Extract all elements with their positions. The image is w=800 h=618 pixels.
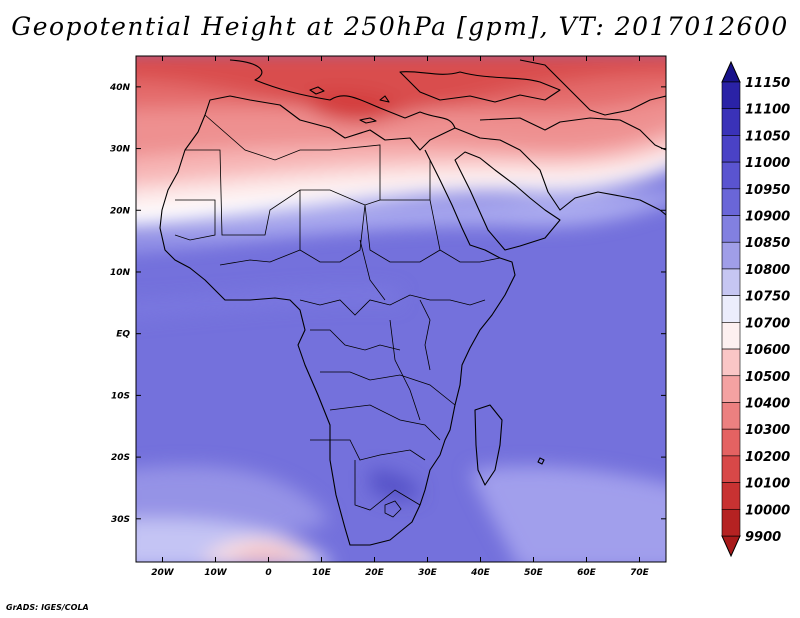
colorbar-label: 10100 (745, 477, 790, 492)
colorbar-swatch (721, 482, 741, 510)
colorbar-label: 10750 (745, 290, 790, 305)
colorbar-bottom-arrow (721, 535, 741, 558)
colorbar-swatch (721, 402, 741, 430)
colorbar-swatch (721, 322, 741, 350)
colorbar-swatch (721, 455, 741, 483)
colorbar-label: 10400 (745, 396, 790, 411)
colorbar-label: 10900 (745, 210, 790, 225)
plot-frame (135, 55, 667, 563)
colorbar-label: 10500 (745, 370, 790, 385)
colorbar-label: 11050 (745, 129, 790, 144)
colorbar-swatch (721, 268, 741, 296)
colorbar-swatch (721, 215, 741, 243)
colorbar-label: 11100 (745, 103, 790, 118)
colorbar-swatch (721, 241, 741, 270)
colorbar-swatch (721, 375, 741, 403)
lat-tick-label: 40N (109, 83, 131, 93)
colorbar-swatch (721, 81, 741, 110)
lon-tick-label: 50E (524, 568, 544, 578)
country-borders (174, 114, 501, 518)
axis-ticks (136, 56, 666, 562)
colorbar-swatch (721, 428, 741, 457)
colorbar-label: 10600 (745, 343, 790, 358)
lon-tick-label: 70E (630, 568, 650, 578)
colorbar-swatch (721, 508, 741, 537)
lon-tick-label: 0 (265, 568, 271, 578)
colorbar-swatch (721, 108, 741, 136)
colorbar-label: 10850 (745, 236, 790, 251)
lon-tick-label: 40E (470, 568, 491, 578)
colorbar-label: 10800 (745, 263, 790, 278)
colorbar-label: 10000 (745, 503, 790, 518)
colorbar-label: 9900 (745, 530, 781, 545)
lon-tick-label: 60E (577, 568, 597, 578)
lat-tick-label: EQ (116, 330, 130, 340)
coastlines (159, 59, 666, 546)
lon-tick-label: 20W (151, 568, 175, 578)
longitude-labels: 20W 10W 0 10E 20E 30E 40E 50E 60E 70E (151, 568, 649, 578)
grads-credit: GrADS: IGES/COLA (6, 603, 89, 612)
lon-tick-label: 20E (365, 568, 385, 578)
map-title: Geopotential Height at 250hPa [gpm], VT:… (11, 12, 789, 41)
colorbar-swatch (721, 188, 741, 216)
lat-tick-label: 10N (110, 268, 131, 278)
colorbar-label: 10950 (745, 183, 790, 198)
colorbar-label: 11150 (745, 76, 790, 91)
colorbar-swatch (721, 161, 741, 190)
colorbar-label: 10200 (745, 450, 790, 465)
colorbar-swatch (721, 295, 741, 323)
lat-tick-label: 10S (111, 391, 130, 401)
lat-tick-label: 30S (111, 515, 130, 525)
lat-tick-label: 30N (110, 145, 131, 155)
lat-tick-label: 20N (110, 206, 131, 216)
colorbar-swatch (721, 348, 741, 377)
colorbar-label: 10700 (745, 316, 790, 331)
colorbar-top-arrow (721, 60, 741, 83)
colorbar-label: 10300 (745, 423, 790, 438)
latitude-labels: 40N 30N 20N 10N EQ 10S 20S 30S (109, 83, 131, 525)
lon-tick-label: 10W (204, 568, 228, 578)
colorbar-swatch (721, 135, 741, 163)
lat-tick-label: 20S (111, 453, 130, 463)
lon-tick-label: 10E (312, 568, 332, 578)
height-field (136, 56, 666, 562)
colorbar-label: 11000 (745, 156, 790, 171)
lon-tick-label: 30E (418, 568, 438, 578)
colorbar: 11150 11100 11050 11000 10950 10900 10850 10800… (721, 60, 790, 558)
